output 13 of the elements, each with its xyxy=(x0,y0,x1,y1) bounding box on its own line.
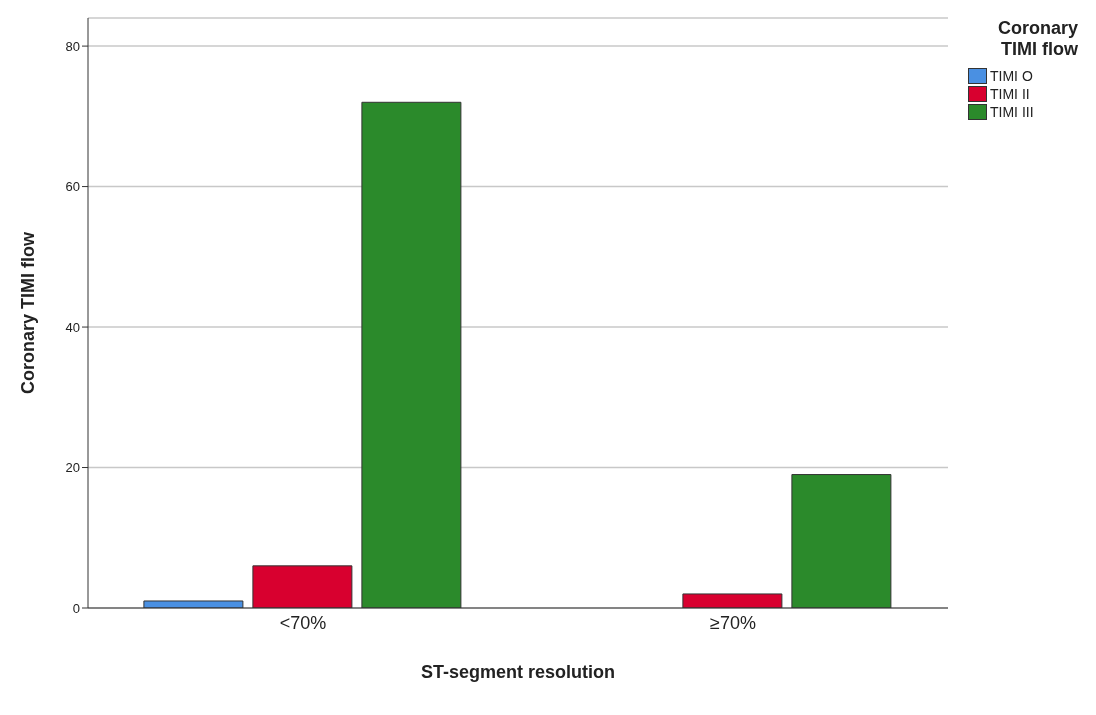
x-tick-label: ≥70% xyxy=(710,612,756,633)
y-tick-label: 20 xyxy=(65,460,80,476)
y-tick-label: 40 xyxy=(65,319,80,335)
legend-title: Coronary TIMI flow xyxy=(997,18,1078,60)
legend-label: TIMI O xyxy=(989,68,1034,84)
y-tick-label: 60 xyxy=(65,179,80,195)
legend-label: TIMI II xyxy=(989,86,1031,102)
y-tick-label: 80 xyxy=(65,38,80,54)
legend-label: TIMI III xyxy=(989,104,1035,120)
x-tick-label: <70% xyxy=(279,612,327,633)
y-tick-label: 0 xyxy=(72,600,80,616)
y-axis-title: Coronary TIMI flow xyxy=(18,231,39,394)
x-axis-title: ST-segment resolution xyxy=(420,662,616,682)
